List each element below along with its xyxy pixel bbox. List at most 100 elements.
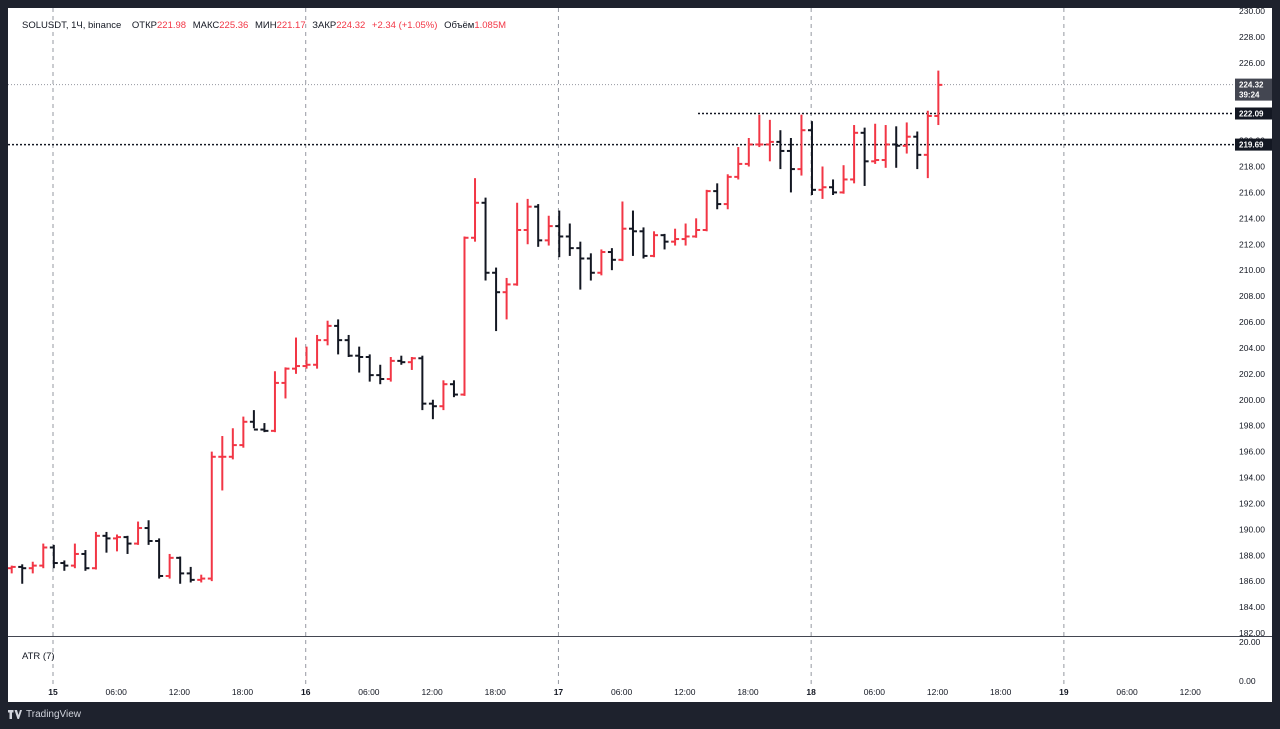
ohlc-bar: [481, 197, 490, 281]
ohlc-bar: [186, 566, 195, 583]
ohlc-bar: [418, 355, 427, 411]
ohlc-bar: [744, 137, 753, 167]
change-value: +2.34 (+1.05%): [371, 20, 438, 31]
ohlc-bar: [344, 334, 353, 357]
price-badge: 222.09: [1235, 107, 1272, 120]
ohlc-bar: [913, 131, 922, 170]
ohlc-bar: [892, 126, 901, 168]
price-tick-label: 200.00: [1239, 395, 1265, 405]
time-tick-label: 12:00: [674, 687, 696, 697]
price-tick-label: 186.00: [1239, 576, 1265, 586]
ohlc-bar: [576, 241, 585, 290]
ohlc-bar: [292, 337, 301, 374]
ohlc-bar: [776, 130, 785, 170]
price-badge-bg: [1235, 107, 1272, 120]
time-tick-label: 18:00: [485, 687, 507, 697]
time-tick-label: 06:00: [358, 687, 380, 697]
ohlc-bar: [428, 399, 437, 420]
time-tick-label: 06:00: [864, 687, 886, 697]
ohlc-bars: [8, 70, 943, 584]
ohlc-bar: [260, 423, 269, 433]
time-axis[interactable]: 15 06:00 12:00 18:00 16 06:00 12:00 18:00 17 06:0…: [48, 687, 1201, 697]
ohlc-bar: [355, 346, 364, 373]
ohlc-bar: [165, 553, 174, 579]
price-tick-label: 212.00: [1239, 239, 1265, 249]
ohlc-bar: [60, 560, 69, 571]
price-tick-label: 210.00: [1239, 265, 1265, 275]
ohlc-bar: [628, 210, 637, 256]
tradingview-logo-icon: [8, 710, 22, 719]
ohlc-bar: [239, 416, 248, 448]
footer-brand[interactable]: TradingView: [8, 709, 81, 720]
grid-lines: [52, 8, 1065, 685]
price-tick-label: 196.00: [1239, 447, 1265, 457]
open-value: 221.98: [157, 20, 187, 31]
ohlc-bar: [871, 123, 880, 164]
ohlc-bar: [228, 428, 237, 460]
ohlc-bar: [460, 236, 469, 396]
ohlc-bar: [70, 543, 79, 569]
ohlc-bar: [449, 380, 458, 398]
ohlc-bar: [692, 218, 701, 238]
atr-indicator-label[interactable]: ATR (7): [22, 651, 55, 662]
ohlc-bar: [365, 354, 374, 382]
time-tick-label: 06:00: [106, 687, 128, 697]
price-tick-label: 194.00: [1239, 473, 1265, 483]
ohlc-bar: [713, 183, 722, 210]
ohlc-bar: [534, 204, 543, 247]
ohlc-bar: [49, 544, 58, 569]
ohlc-bar: [597, 249, 606, 276]
ohlc-bar: [723, 174, 732, 210]
time-tick-label: 17: [554, 687, 564, 697]
ohlc-bar: [765, 119, 774, 162]
ohlc-bar: [270, 371, 279, 433]
ohlc-bar: [660, 233, 669, 250]
ohlc-bar: [386, 356, 395, 382]
ohlc-bar: [407, 356, 416, 370]
ohlc-bar: [639, 227, 648, 259]
ohlc-bar: [18, 564, 27, 584]
ohlc-bar: [471, 178, 480, 242]
ohlc-bar: [218, 436, 227, 491]
ohlc-bar: [565, 223, 574, 256]
ohlc-bar: [39, 543, 48, 569]
ohlc-bar: [523, 198, 532, 245]
price-axis[interactable]: 230.00228.00226.00224.00222.00220.00218.…: [1239, 8, 1265, 638]
ohlc-bar: [829, 179, 838, 196]
time-tick-label: 12:00: [1180, 687, 1202, 697]
ohlc-bar: [544, 215, 553, 246]
ohlc-bar: [323, 320, 332, 346]
price-tick-label: 228.00: [1239, 32, 1265, 42]
ohlc-bar: [113, 534, 121, 552]
high-value: 225.36: [219, 20, 249, 31]
ohlc-bar: [807, 121, 816, 196]
ohlc-bar: [850, 125, 859, 184]
ohlc-bar: [818, 166, 827, 199]
ohlc-bar: [155, 538, 164, 579]
ohlc-bar: [586, 253, 595, 281]
price-tick-label: 208.00: [1239, 291, 1265, 301]
ohlc-bar: [492, 267, 501, 332]
time-tick-label: 16: [301, 687, 311, 697]
chart-frame[interactable]: 230.00228.00226.00224.00222.00220.00218.…: [8, 8, 1272, 702]
time-tick-label: 15: [48, 687, 58, 697]
ohlc-bar: [839, 165, 848, 194]
symbol-legend: SOLUSDT, 1Ч, binance ОТКР221.98 МАКС225.…: [22, 20, 506, 31]
time-tick-label: 18:00: [990, 687, 1012, 697]
ohlc-bar: [302, 346, 311, 369]
ohlc-bar: [249, 410, 258, 431]
symbol-label[interactable]: SOLUSDT, 1Ч, binance: [22, 20, 122, 31]
close-value: 224.32: [336, 20, 366, 31]
ohlc-bar: [755, 114, 764, 148]
ohlc-bar: [397, 355, 406, 365]
price-chart[interactable]: 230.00228.00226.00224.00222.00220.00218.…: [8, 8, 1272, 702]
low-label: МИН: [254, 20, 277, 31]
price-tick-label: 198.00: [1239, 421, 1265, 431]
time-tick-label: 19: [1059, 687, 1069, 697]
ohlc-bar: [176, 556, 185, 584]
ohlc-bar: [618, 201, 627, 262]
price-tick-label: 190.00: [1239, 524, 1265, 534]
ohlc-bar: [439, 380, 448, 411]
